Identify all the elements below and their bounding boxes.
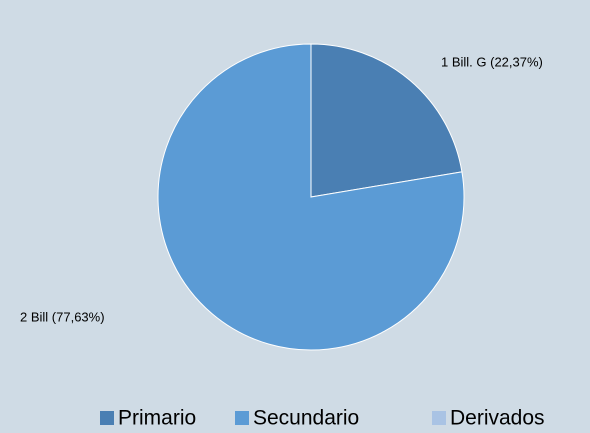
legend-swatch <box>100 411 114 425</box>
legend-label: Derivados <box>450 407 545 430</box>
data-label: 1 Bill. G (22,37%) <box>441 54 543 69</box>
legend-label: Secundario <box>253 407 359 430</box>
legend-label: Primario <box>118 407 196 430</box>
legend-swatch <box>432 411 446 425</box>
legend-swatch <box>235 411 249 425</box>
pie-slice <box>310 43 463 198</box>
data-label: 2 Bill (77,63%) <box>20 309 105 324</box>
